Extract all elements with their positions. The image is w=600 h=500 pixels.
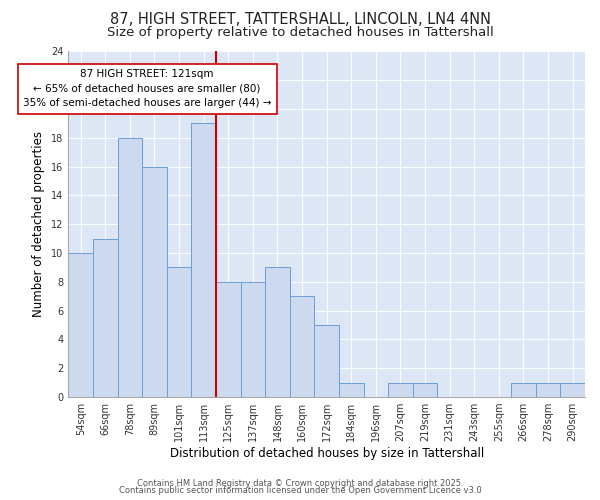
Bar <box>142 166 167 397</box>
Text: 87 HIGH STREET: 121sqm
← 65% of detached houses are smaller (80)
35% of semi-det: 87 HIGH STREET: 121sqm ← 65% of detached… <box>23 69 271 108</box>
Bar <box>560 382 585 397</box>
Text: Size of property relative to detached houses in Tattershall: Size of property relative to detached ho… <box>107 26 493 39</box>
Bar <box>388 382 413 397</box>
Bar <box>265 268 290 397</box>
Bar <box>314 325 339 397</box>
Bar <box>241 282 265 397</box>
Bar <box>290 296 314 397</box>
Bar <box>339 382 364 397</box>
Bar <box>511 382 536 397</box>
Bar <box>216 282 241 397</box>
Bar <box>191 124 216 397</box>
Bar <box>536 382 560 397</box>
Text: Contains HM Land Registry data © Crown copyright and database right 2025.: Contains HM Land Registry data © Crown c… <box>137 478 463 488</box>
Bar <box>167 268 191 397</box>
Text: 87, HIGH STREET, TATTERSHALL, LINCOLN, LN4 4NN: 87, HIGH STREET, TATTERSHALL, LINCOLN, L… <box>110 12 491 28</box>
Text: Contains public sector information licensed under the Open Government Licence v3: Contains public sector information licen… <box>119 486 481 495</box>
Bar <box>413 382 437 397</box>
Bar <box>93 238 118 397</box>
X-axis label: Distribution of detached houses by size in Tattershall: Distribution of detached houses by size … <box>170 447 484 460</box>
Y-axis label: Number of detached properties: Number of detached properties <box>32 132 46 318</box>
Bar <box>68 253 93 397</box>
Bar <box>118 138 142 397</box>
